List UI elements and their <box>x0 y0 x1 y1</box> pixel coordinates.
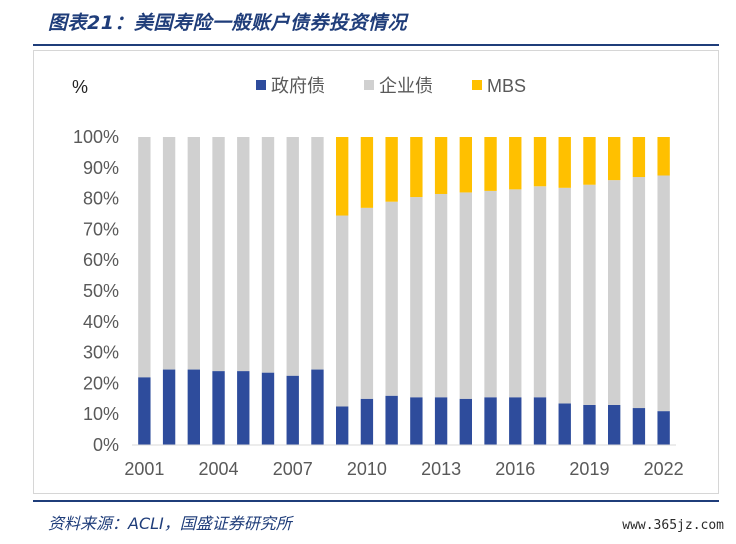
bar-segment-1 <box>212 137 225 372</box>
bar-segment-1 <box>608 180 621 405</box>
legend-label-0: 政府债 <box>271 76 325 96</box>
bar-segment-1 <box>410 197 423 398</box>
bar-segment-2 <box>410 137 423 198</box>
x-axis: 2001 2004 2007 2010 2013 2016 2019 2022 <box>124 444 684 479</box>
bar-segment-2 <box>459 137 472 193</box>
bar-segment-2 <box>533 137 547 187</box>
stacked-bar-chart: % 政府债 企业债 MBS 0% 10% 20% 30% 40% 50% 60% 70% 80% 90… <box>72 76 684 479</box>
y-tick-label: 70% <box>83 219 119 239</box>
y-tick-label: 30% <box>83 343 119 363</box>
x-tick-label: 2004 <box>199 459 239 479</box>
y-tick-label: 10% <box>83 404 119 424</box>
bar-segment-0 <box>138 377 151 445</box>
source-divider <box>33 500 719 502</box>
bar-segment-0 <box>484 397 497 445</box>
bar-segment-2 <box>632 137 646 178</box>
bar-segment-2 <box>583 137 596 185</box>
bar-segment-1 <box>484 190 497 398</box>
y-tick-label: 60% <box>83 250 119 270</box>
bar-segment-1 <box>360 207 374 399</box>
y-tick-label: 40% <box>83 312 119 332</box>
bar-segment-1 <box>336 215 349 407</box>
bar-segment-1 <box>657 175 670 412</box>
y-tick-label: 0% <box>93 435 119 455</box>
watermark: www.365jz.com <box>622 518 724 533</box>
legend-swatch-1 <box>364 80 374 90</box>
bar-segment-0 <box>212 371 225 445</box>
bar-segment-2 <box>558 137 571 188</box>
bar-segment-2 <box>336 137 349 216</box>
bar-series <box>138 137 670 445</box>
bar-segment-0 <box>583 404 596 445</box>
bar-segment-2 <box>509 137 522 190</box>
y-tick-label: 20% <box>83 373 119 393</box>
x-tick-label: 2013 <box>421 459 461 479</box>
bar-segment-1 <box>558 187 571 404</box>
bar-segment-1 <box>138 137 151 378</box>
bar-segment-0 <box>632 408 646 445</box>
legend-label-1: 企业债 <box>379 76 433 96</box>
bar-segment-0 <box>336 406 349 445</box>
legend-swatch-0 <box>256 80 266 90</box>
x-tick-label: 2007 <box>273 459 313 479</box>
legend-swatch-2 <box>472 80 482 90</box>
bar-segment-1 <box>632 177 646 409</box>
bar-segment-2 <box>385 137 398 202</box>
x-tick-label: 2001 <box>124 459 164 479</box>
bar-segment-1 <box>434 193 448 398</box>
bar-segment-0 <box>360 398 374 445</box>
bar-segment-1 <box>286 137 299 376</box>
bar-segment-0 <box>459 398 472 445</box>
bar-segment-1 <box>237 137 250 372</box>
bar-segment-1 <box>459 192 472 399</box>
chart-panel: % 政府债 企业债 MBS 0% 10% 20% 30% 40% 50% 60% 70% 80% 90… <box>33 50 719 494</box>
bar-segment-2 <box>360 137 374 208</box>
bar-segment-0 <box>385 395 398 445</box>
bar-segment-0 <box>311 369 324 445</box>
bar-segment-0 <box>558 403 571 445</box>
bar-segment-0 <box>162 369 176 445</box>
y-tick-label: 90% <box>83 158 119 178</box>
bar-segment-1 <box>261 137 275 373</box>
bar-segment-2 <box>608 137 621 181</box>
bar-segment-1 <box>187 137 200 370</box>
bar-segment-0 <box>434 397 448 445</box>
bar-segment-1 <box>311 137 324 370</box>
bar-segment-0 <box>657 411 670 445</box>
bar-segment-0 <box>509 397 522 445</box>
x-tick-label: 2016 <box>495 459 535 479</box>
bar-segment-1 <box>385 201 398 396</box>
bar-segment-1 <box>509 189 522 398</box>
y-tick-label: 100% <box>73 127 119 147</box>
bar-segment-2 <box>484 137 497 191</box>
chart-legend: 政府债 企业债 MBS <box>256 76 526 96</box>
title-divider <box>33 44 719 46</box>
bar-segment-0 <box>286 375 299 445</box>
bar-segment-0 <box>533 397 547 445</box>
bar-segment-0 <box>608 404 621 445</box>
y-axis: 0% 10% 20% 30% 40% 50% 60% 70% 80% 90% 100% <box>73 127 119 455</box>
y-tick-label: 80% <box>83 189 119 209</box>
bar-segment-1 <box>533 186 547 398</box>
figure-source: 资料来源：ACLI，国盛证券研究所 <box>48 514 292 533</box>
y-tick-label: 50% <box>83 281 119 301</box>
x-tick-label: 2019 <box>569 459 609 479</box>
bar-segment-0 <box>237 371 250 445</box>
bar-segment-2 <box>657 137 670 176</box>
figure-title: 图表21：美国寿险一般账户债券投资情况 <box>48 12 407 34</box>
unit-label: % <box>72 77 88 97</box>
bar-segment-1 <box>583 184 596 405</box>
bar-segment-0 <box>410 397 423 445</box>
bar-segment-0 <box>187 369 200 445</box>
bar-segment-0 <box>261 372 275 445</box>
bar-segment-1 <box>162 137 176 370</box>
legend-label-2: MBS <box>487 76 526 96</box>
x-tick-label: 2010 <box>347 459 387 479</box>
bar-segment-2 <box>434 137 448 194</box>
x-tick-label: 2022 <box>644 459 684 479</box>
